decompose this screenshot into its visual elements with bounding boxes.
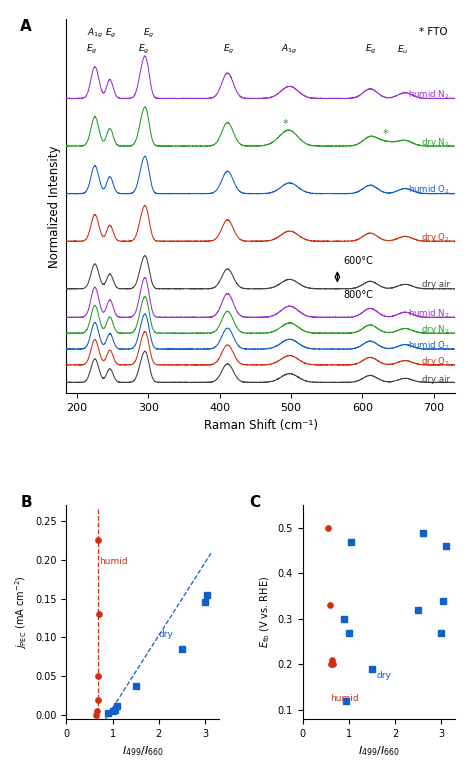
Text: humid: humid xyxy=(100,557,128,565)
Text: *: * xyxy=(283,119,288,129)
Text: dry: dry xyxy=(159,630,173,640)
Text: $A_{1g}$: $A_{1g}$ xyxy=(281,43,297,56)
Text: $E_u$: $E_u$ xyxy=(397,43,408,56)
Y-axis label: $E_{\mathrm{fb}}$ (V vs. RHE): $E_{\mathrm{fb}}$ (V vs. RHE) xyxy=(258,576,272,648)
X-axis label: Raman Shift (cm⁻¹): Raman Shift (cm⁻¹) xyxy=(204,418,318,431)
Text: humid O$_2$: humid O$_2$ xyxy=(408,340,450,352)
Y-axis label: Normalized Intensity: Normalized Intensity xyxy=(48,145,61,268)
Text: dry O$_2$: dry O$_2$ xyxy=(421,231,450,244)
Text: dry O$_2$: dry O$_2$ xyxy=(421,355,450,368)
Text: *: * xyxy=(383,129,389,138)
Text: $E_g$: $E_g$ xyxy=(143,27,154,40)
Text: C: C xyxy=(249,494,260,509)
X-axis label: $I_{499}/I_{660}$: $I_{499}/I_{660}$ xyxy=(358,744,400,758)
Text: dry: dry xyxy=(376,671,392,680)
Text: $A_{1g}$: $A_{1g}$ xyxy=(87,27,103,40)
Text: $E_g$: $E_g$ xyxy=(365,43,377,56)
Text: $E_g$: $E_g$ xyxy=(86,43,97,56)
Text: $E_g$: $E_g$ xyxy=(222,43,234,56)
Text: humid: humid xyxy=(330,694,359,703)
Text: $E_g$: $E_g$ xyxy=(137,43,149,56)
Text: dry N$_2$: dry N$_2$ xyxy=(421,135,450,148)
Text: * FTO: * FTO xyxy=(419,27,448,37)
Text: $E_g$: $E_g$ xyxy=(105,27,116,40)
Text: A: A xyxy=(20,19,31,34)
X-axis label: $I_{499}/I_{660}$: $I_{499}/I_{660}$ xyxy=(122,744,164,758)
Text: 600°C: 600°C xyxy=(343,256,373,266)
Text: humid N$_2$: humid N$_2$ xyxy=(408,89,450,101)
Text: humid N$_2$: humid N$_2$ xyxy=(408,308,450,321)
Text: 800°C: 800°C xyxy=(343,291,373,301)
Text: dry air: dry air xyxy=(422,375,450,384)
Text: humid O$_2$: humid O$_2$ xyxy=(408,184,450,196)
Y-axis label: $j_{\mathrm{PEC}}$ (mA cm$^{-2}$): $j_{\mathrm{PEC}}$ (mA cm$^{-2}$) xyxy=(14,575,29,649)
Text: dry N$_2$: dry N$_2$ xyxy=(421,324,450,337)
Text: dry air: dry air xyxy=(422,281,450,289)
Text: B: B xyxy=(21,494,32,509)
